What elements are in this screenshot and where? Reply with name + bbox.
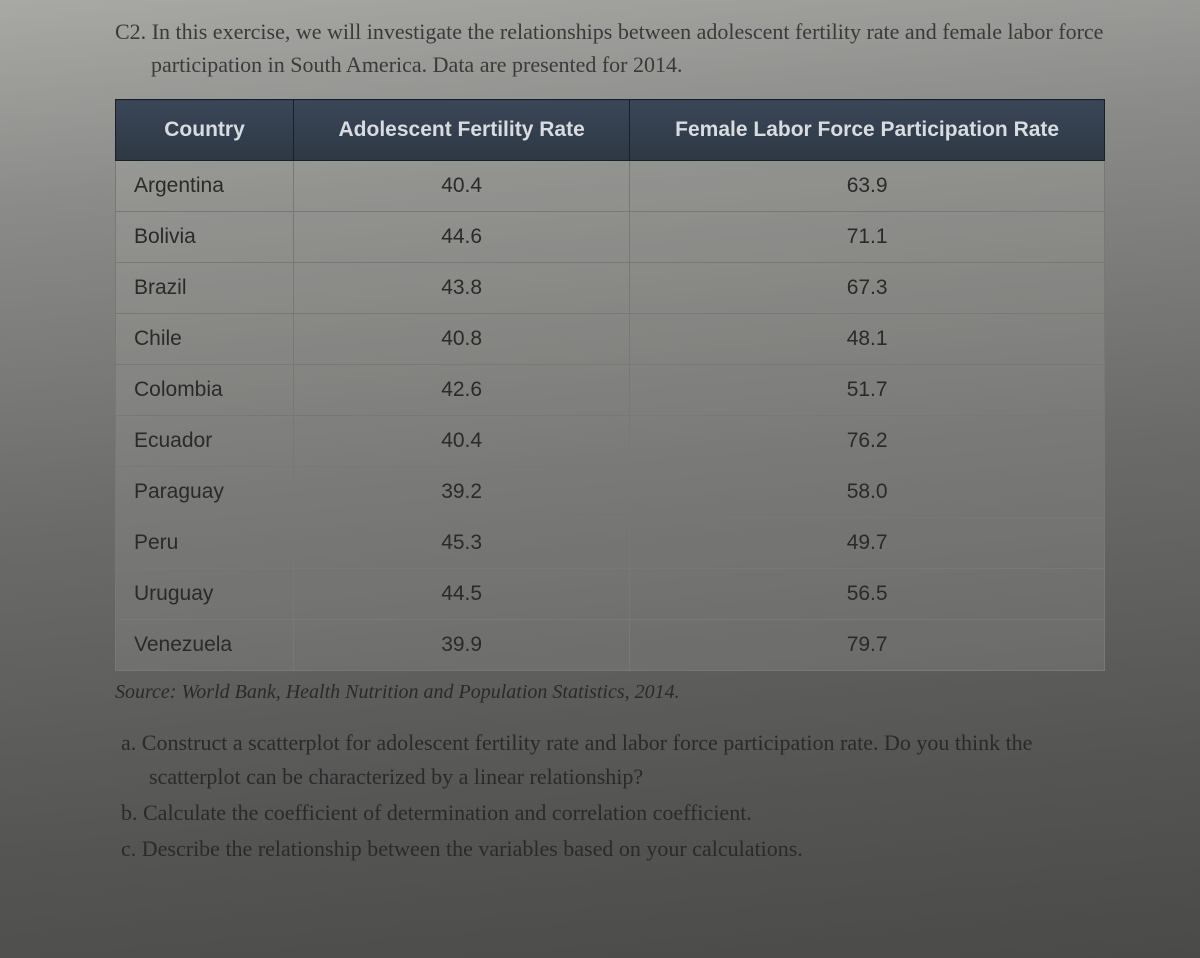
- question-b: b. Calculate the coefficient of determin…: [115, 796, 1105, 830]
- question-letter: b.: [121, 800, 138, 825]
- col-fertility: Adolescent Fertility Rate: [294, 100, 630, 161]
- question-letter: a.: [121, 730, 136, 755]
- table-row: Argentina40.463.9: [116, 161, 1105, 212]
- intro-body: In this exercise, we will investigate th…: [151, 19, 1103, 77]
- exercise-intro: C2. In this exercise, we will investigat…: [151, 15, 1105, 81]
- source-body: World Bank, Health Nutrition and Populat…: [181, 681, 679, 703]
- data-table: Country Adolescent Fertility Rate Female…: [115, 99, 1105, 671]
- question-letter: c.: [121, 836, 136, 861]
- table-body: Argentina40.463.9 Bolivia44.671.1 Brazil…: [116, 161, 1105, 671]
- question-a: a. Construct a scatterplot for adolescen…: [115, 726, 1105, 794]
- table-header-row: Country Adolescent Fertility Rate Female…: [116, 100, 1105, 161]
- question-c: c. Describe the relationship between the…: [115, 832, 1105, 866]
- table-row: Venezuela39.979.7: [116, 620, 1105, 671]
- questions-list: a. Construct a scatterplot for adolescen…: [115, 726, 1105, 866]
- question-text: Calculate the coefficient of determinati…: [143, 800, 752, 825]
- table-row: Colombia42.651.7: [116, 365, 1105, 416]
- col-country: Country: [116, 100, 294, 161]
- table-row: Chile40.848.1: [116, 314, 1105, 365]
- exercise-number: C2.: [115, 19, 146, 44]
- table-row: Ecuador40.476.2: [116, 416, 1105, 467]
- source-line: Source: World Bank, Health Nutrition and…: [115, 681, 1105, 704]
- table-row: Brazil43.867.3: [116, 263, 1105, 314]
- table-row: Paraguay39.258.0: [116, 467, 1105, 518]
- table-row: Uruguay44.556.5: [116, 569, 1105, 620]
- question-text: Construct a scatterplot for adolescent f…: [142, 730, 1033, 789]
- source-label: Source:: [115, 681, 176, 703]
- table-row: Bolivia44.671.1: [116, 212, 1105, 263]
- table-row: Peru45.349.7: [116, 518, 1105, 569]
- col-labor: Female Labor Force Participation Rate: [630, 100, 1105, 161]
- question-text: Describe the relationship between the va…: [142, 836, 803, 861]
